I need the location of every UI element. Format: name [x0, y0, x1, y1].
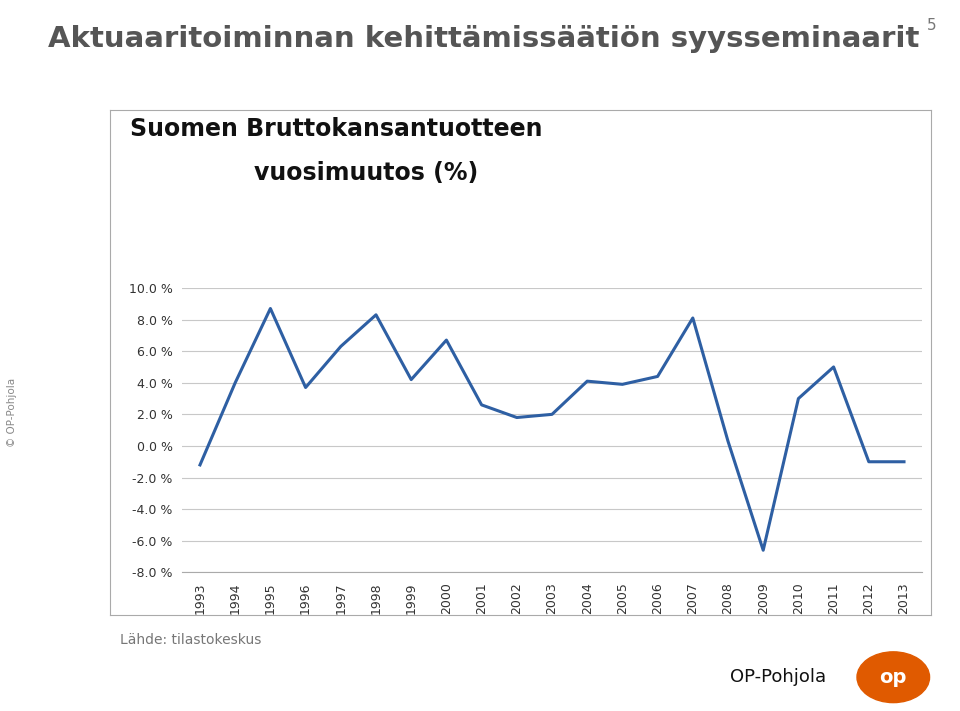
Text: © OP-Pohjola: © OP-Pohjola	[7, 378, 16, 447]
Text: 5: 5	[926, 18, 936, 33]
Text: OP-Pohjola: OP-Pohjola	[730, 668, 826, 686]
Text: Lähde: tilastokeskus: Lähde: tilastokeskus	[120, 633, 261, 647]
Text: op: op	[879, 668, 907, 687]
Text: Aktuaaritoiminnan kehittämissäätiön syysseminaarit: Aktuaaritoiminnan kehittämissäätiön syys…	[48, 25, 920, 53]
Text: Suomen Bruttokansantuotteen: Suomen Bruttokansantuotteen	[130, 117, 542, 141]
Text: vuosimuutos (%): vuosimuutos (%)	[254, 161, 479, 186]
Circle shape	[857, 652, 929, 702]
